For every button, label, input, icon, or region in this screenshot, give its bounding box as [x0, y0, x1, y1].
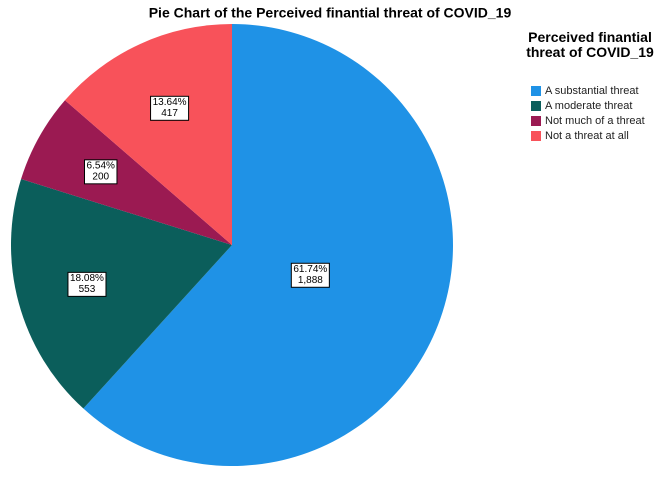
- data-label: 61.74%1,888: [290, 262, 330, 288]
- legend-swatch: [531, 86, 541, 96]
- data-label: 6.54%200: [84, 159, 118, 185]
- data-label-percent: 13.64%: [153, 97, 187, 108]
- legend-swatch: [531, 116, 541, 126]
- data-label-percent: 6.54%: [87, 160, 115, 171]
- pie-slice: [10, 179, 233, 409]
- legend-swatch: [531, 101, 541, 111]
- data-label-box: [150, 95, 190, 121]
- data-label-box: [84, 159, 118, 185]
- data-label-value: 200: [92, 171, 109, 182]
- legend-label: A moderate threat: [545, 100, 632, 112]
- data-label-value: 1,888: [298, 275, 323, 286]
- data-label: 13.64%417: [150, 95, 190, 121]
- data-label-value: 553: [79, 284, 96, 295]
- pie-slice: [64, 24, 233, 245]
- data-label-percent: 18.08%: [70, 273, 104, 284]
- legend-title: Perceived finantial threat of COVID_19: [526, 29, 654, 60]
- data-label-percent: 61.74%: [293, 264, 327, 275]
- data-label: 18.08%553: [67, 271, 107, 297]
- legend-swatch: [531, 131, 541, 141]
- pie-slice: [21, 100, 232, 245]
- legend-label: A substantial threat: [545, 85, 639, 97]
- data-label-box: [290, 262, 330, 288]
- legend-label: Not a threat at all: [545, 130, 629, 142]
- data-label-value: 417: [161, 108, 178, 119]
- legend-label: Not much of a threat: [545, 115, 645, 127]
- chart-title: Pie Chart of the Perceived finantial thr…: [149, 5, 512, 21]
- pie-slice: [83, 24, 453, 466]
- data-label-box: [67, 271, 107, 297]
